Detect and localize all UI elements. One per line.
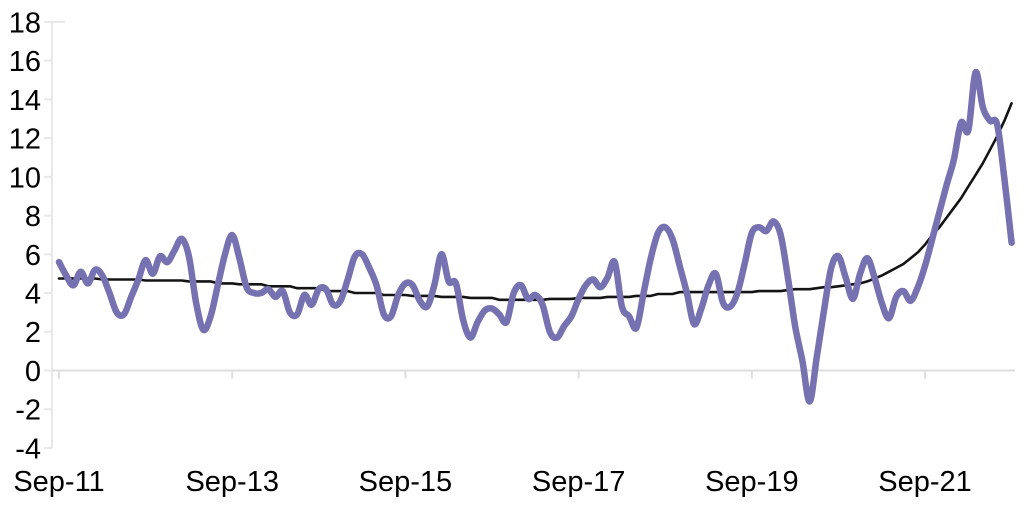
y-tick-label: 4 [25, 278, 41, 310]
x-tick-label: Sep-13 [185, 466, 279, 498]
y-tick-label: 12 [9, 124, 41, 156]
y-tick-label: 18 [9, 7, 41, 39]
y-tick-label: 0 [25, 356, 41, 388]
y-tick-label: 14 [9, 85, 41, 117]
y-tick-label: 10 [9, 162, 41, 194]
y-tick-label: -4 [15, 433, 41, 465]
y-tick-label: -2 [15, 395, 41, 427]
x-tick-label: Sep-11 [13, 466, 104, 498]
x-tick-label: Sep-17 [532, 466, 626, 498]
y-tick-label: 16 [9, 46, 41, 78]
smooth-black-series-line [57, 102, 1013, 302]
y-tick-label: 2 [25, 317, 41, 349]
x-tick-label: Sep-15 [359, 466, 453, 498]
y-tick-label: 8 [25, 201, 41, 233]
y-tick-label: 6 [25, 240, 41, 272]
x-tick-label: Sep-21 [878, 466, 972, 498]
x-tick-label: Sep-19 [705, 466, 799, 498]
volatile-purple-series-line [55, 69, 1015, 405]
